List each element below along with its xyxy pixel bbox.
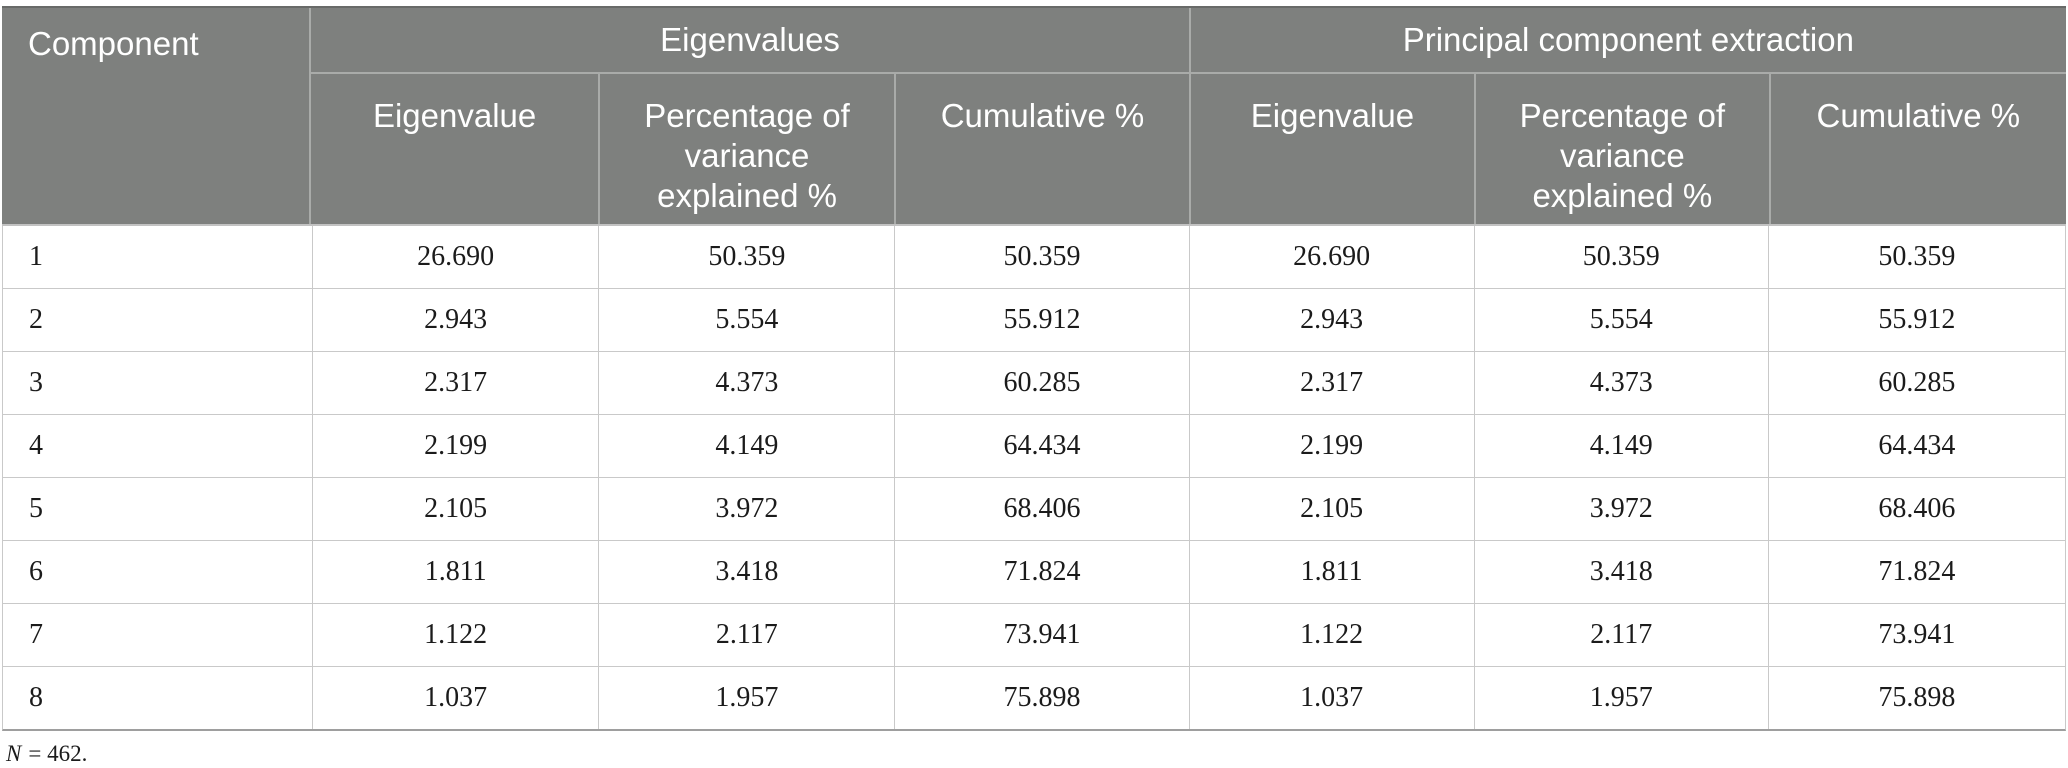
- cell-component: 3: [29, 367, 43, 398]
- cell-value: 2.317: [1188, 352, 1474, 414]
- header-label: Percentage of variance explained %: [1519, 97, 1726, 214]
- header-label: Eigenvalue: [372, 97, 537, 134]
- cell-value: 75.898: [1767, 667, 2065, 729]
- cell-value: 68.406: [894, 478, 1188, 540]
- cell-value: 64.434: [894, 415, 1188, 477]
- cell-value: 5.554: [1473, 289, 1768, 351]
- cell-value: 2.317: [312, 352, 598, 414]
- cell-value: 1.122: [1188, 604, 1474, 666]
- header-label: Eigenvalue: [1250, 97, 1415, 134]
- cell-component: 6: [29, 556, 43, 587]
- cell-value: 2.199: [312, 415, 598, 477]
- cell-component: 7: [29, 619, 43, 650]
- cell-value: 2.943: [312, 289, 598, 351]
- header-label: Cumulative %: [940, 97, 1145, 134]
- cell-value: 50.359: [1473, 226, 1768, 288]
- cell-value: 55.912: [894, 289, 1188, 351]
- cell-value: 3.418: [1473, 541, 1768, 603]
- cell-value: 50.359: [1767, 226, 2065, 288]
- cell-value: 4.373: [1473, 352, 1768, 414]
- footnote-text: = 462.: [28, 741, 88, 766]
- cell-value: 3.972: [598, 478, 894, 540]
- table-row: 2 2.943 5.554 55.912 2.943 5.554 55.912: [3, 289, 2065, 352]
- header-pct-variance-left: Percentage of variance explained %: [597, 74, 894, 224]
- header-group-eigenvalues: Eigenvalues: [311, 8, 1189, 74]
- header-eigenvalue-right: Eigenvalue: [1188, 74, 1474, 224]
- cell-value: 50.359: [894, 226, 1188, 288]
- cell-value: 2.199: [1188, 415, 1474, 477]
- cell-value: 2.117: [598, 604, 894, 666]
- cell-value: 73.941: [1767, 604, 2065, 666]
- table-row: 8 1.037 1.957 75.898 1.037 1.957 75.898: [3, 667, 2065, 729]
- eigenvalues-table: Component Eigenvalues Principal componen…: [2, 6, 2066, 731]
- cell-value: 1.811: [312, 541, 598, 603]
- header-label: Percentage of variance explained %: [644, 97, 850, 214]
- table-row: 7 1.122 2.117 73.941 1.122 2.117 73.941: [3, 604, 2065, 667]
- cell-value: 73.941: [894, 604, 1188, 666]
- table-row: 5 2.105 3.972 68.406 2.105 3.972 68.406: [3, 478, 2065, 541]
- cell-value: 3.418: [598, 541, 894, 603]
- table-footnote: N = 462.: [6, 741, 2066, 767]
- footnote-n-symbol: N: [6, 741, 22, 766]
- cell-component: 2: [29, 304, 43, 335]
- cell-value: 50.359: [598, 226, 894, 288]
- cell-component: 1: [29, 241, 43, 272]
- cell-value: 26.690: [312, 226, 598, 288]
- cell-value: 68.406: [1767, 478, 2065, 540]
- cell-value: 60.285: [894, 352, 1188, 414]
- cell-value: 1.957: [1473, 667, 1768, 729]
- table-header: Component Eigenvalues Principal componen…: [2, 6, 2066, 226]
- cell-component: 4: [29, 430, 43, 461]
- cell-value: 1.037: [312, 667, 598, 729]
- cell-value: 4.149: [598, 415, 894, 477]
- cell-value: 1.037: [1188, 667, 1474, 729]
- cell-value: 4.149: [1473, 415, 1768, 477]
- header-pct-variance-right: Percentage of variance explained %: [1474, 74, 1768, 224]
- cell-value: 71.824: [1767, 541, 2065, 603]
- header-component: Component: [2, 8, 312, 224]
- table-row: 1 26.690 50.359 50.359 26.690 50.359 50.…: [3, 226, 2065, 289]
- cell-component: 8: [29, 682, 43, 713]
- cell-component: 5: [29, 493, 43, 524]
- header-cumulative-left: Cumulative %: [894, 74, 1188, 224]
- cell-value: 4.373: [598, 352, 894, 414]
- cell-value: 2.105: [312, 478, 598, 540]
- header-eigenvalue-left: Eigenvalue: [311, 74, 597, 224]
- table-row: 6 1.811 3.418 71.824 1.811 3.418 71.824: [3, 541, 2065, 604]
- cell-value: 26.690: [1188, 226, 1474, 288]
- table-row: 3 2.317 4.373 60.285 2.317 4.373 60.285: [3, 352, 2065, 415]
- header-cumulative-right: Cumulative %: [1768, 74, 2066, 224]
- table-row: 4 2.199 4.149 64.434 2.199 4.149 64.434: [3, 415, 2065, 478]
- cell-value: 2.105: [1188, 478, 1474, 540]
- cell-value: 2.117: [1473, 604, 1768, 666]
- cell-value: 55.912: [1767, 289, 2065, 351]
- cell-value: 5.554: [598, 289, 894, 351]
- header-group-principal-component-extraction: Principal component extraction: [1188, 8, 2066, 74]
- cell-value: 1.811: [1188, 541, 1474, 603]
- cell-value: 2.943: [1188, 289, 1474, 351]
- cell-value: 1.957: [598, 667, 894, 729]
- cell-value: 71.824: [894, 541, 1188, 603]
- table-body: 1 26.690 50.359 50.359 26.690 50.359 50.…: [2, 226, 2066, 731]
- cell-value: 75.898: [894, 667, 1188, 729]
- cell-value: 3.972: [1473, 478, 1768, 540]
- cell-value: 60.285: [1767, 352, 2065, 414]
- cell-value: 1.122: [312, 604, 598, 666]
- header-label: Cumulative %: [1816, 97, 2021, 134]
- cell-value: 64.434: [1767, 415, 2065, 477]
